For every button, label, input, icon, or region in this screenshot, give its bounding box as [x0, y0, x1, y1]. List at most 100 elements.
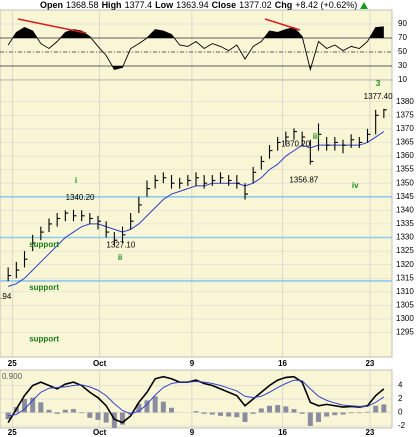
x-tick-label: 9 — [190, 359, 195, 368]
price-panel — [0, 79, 393, 358]
histogram-bar — [348, 412, 354, 414]
histogram-bar — [46, 409, 52, 413]
y-tick-label: 1300 — [396, 314, 414, 323]
macd-label: 0.900 — [2, 372, 23, 381]
quote-label: Close — [211, 0, 237, 10]
quote-label: High — [101, 0, 122, 10]
quote-value: 1377.4 — [124, 0, 153, 10]
y-tick-label: 1295 — [396, 328, 414, 337]
quote-label: Open — [40, 0, 64, 10]
annotation: ii — [118, 253, 122, 262]
up-arrow — [360, 2, 369, 9]
histogram-bar — [30, 397, 36, 413]
annotation: i — [75, 176, 77, 185]
annotation: iv — [352, 181, 359, 190]
x-tick-label: 16 — [278, 359, 287, 368]
panels — [0, 9, 393, 429]
histogram-bar — [103, 412, 109, 423]
annotation: support — [29, 283, 59, 292]
histogram-bar — [38, 402, 44, 413]
quote-label: Chg — [274, 0, 293, 10]
y-tick-label: 4 — [398, 381, 403, 390]
histogram-bar — [71, 409, 76, 413]
annotation: support — [29, 240, 59, 249]
histogram-bar — [209, 412, 215, 415]
annotation: 1327.10 — [106, 240, 135, 249]
divergence-line — [17, 18, 87, 34]
histogram-bar — [283, 406, 289, 413]
histogram-bar — [169, 407, 174, 413]
y-tick-label: 1335 — [396, 219, 414, 228]
histogram-bar — [316, 412, 321, 422]
histogram-bar — [291, 409, 297, 413]
histogram-bar — [373, 405, 379, 413]
y-tick-label: 1350 — [396, 178, 414, 187]
annotation: 1370.20 — [281, 139, 310, 148]
histogram-bar — [87, 412, 93, 418]
quote-label: Low — [155, 0, 174, 10]
y-tick-label: 1340 — [396, 205, 414, 214]
y-tick-label: 1375 — [396, 110, 414, 119]
histogram-bar — [307, 412, 313, 426]
histogram-bar — [218, 412, 223, 416]
quote-value: 1363.94 — [176, 0, 209, 10]
y-tick-label: -2 — [398, 421, 406, 430]
x-tick-label: 25 — [8, 428, 17, 437]
histogram-bar — [324, 412, 330, 417]
x-tick-label: Oct — [93, 359, 107, 368]
overbought-fill — [8, 26, 384, 38]
y-tick-label: 1380 — [396, 97, 414, 106]
histogram-bar — [152, 396, 158, 413]
histogram-bar — [79, 412, 85, 414]
y-tick-label: 1355 — [396, 165, 414, 174]
quote-value: 1377.02 — [239, 0, 272, 10]
macd-line — [7, 375, 385, 424]
histogram-bar — [22, 399, 27, 413]
histogram-bar — [160, 401, 166, 413]
histogram-bar — [144, 400, 150, 413]
histogram-bar — [299, 412, 305, 414]
x-tick-label: 25 — [8, 359, 17, 368]
histogram-bar — [275, 405, 281, 413]
plot-layer: 2525OctOct991616232390705030101380137513… — [0, 10, 414, 437]
histogram-bar — [258, 408, 264, 413]
y-tick-label: 1305 — [396, 301, 414, 310]
histogram-bar — [201, 412, 207, 414]
histogram-bar — [95, 412, 101, 420]
histogram-bar — [340, 412, 346, 415]
y-tick-label: 1325 — [396, 246, 414, 255]
histogram-bar — [234, 412, 240, 418]
histogram-bar — [54, 412, 60, 414]
y-tick-label: 1330 — [396, 233, 414, 242]
histogram-bar — [332, 412, 338, 416]
quote-value: +8.42 (+0.62%) — [295, 0, 358, 10]
y-tick-label: 1310 — [396, 287, 414, 296]
x-tick-label: 23 — [365, 428, 374, 437]
x-tick-label: 16 — [278, 428, 287, 437]
y-tick-label: 70 — [398, 33, 407, 42]
y-tick-label: 1360 — [396, 151, 414, 160]
y-tick-label: 1370 — [396, 124, 414, 133]
annotation: support — [29, 335, 59, 344]
histogram-bar — [242, 412, 248, 422]
macd-line — [8, 379, 385, 417]
moving-average — [8, 131, 385, 287]
histogram-bar — [250, 412, 256, 414]
y-tick-label: 90 — [398, 19, 407, 28]
annotation: iii — [313, 132, 320, 141]
annotation: 3 — [376, 79, 381, 88]
y-tick-label: 1315 — [396, 273, 414, 282]
y-tick-label: 50 — [398, 47, 407, 56]
y-tick-label: 1320 — [396, 260, 414, 269]
histogram-bar — [5, 412, 11, 420]
quote-header: Open 1368.58 High 1377.4 Low 1363.94 Close 1377… — [40, 0, 369, 11]
x-tick-label: 23 — [365, 359, 374, 368]
annotation: 1377.40 — [364, 92, 393, 101]
x-tick-label: 9 — [190, 428, 195, 437]
annotation: .94 — [0, 292, 12, 301]
divergence-line — [264, 18, 301, 31]
quote-value: 1368.58 — [66, 0, 99, 10]
y-tick-label: 30 — [398, 61, 407, 70]
